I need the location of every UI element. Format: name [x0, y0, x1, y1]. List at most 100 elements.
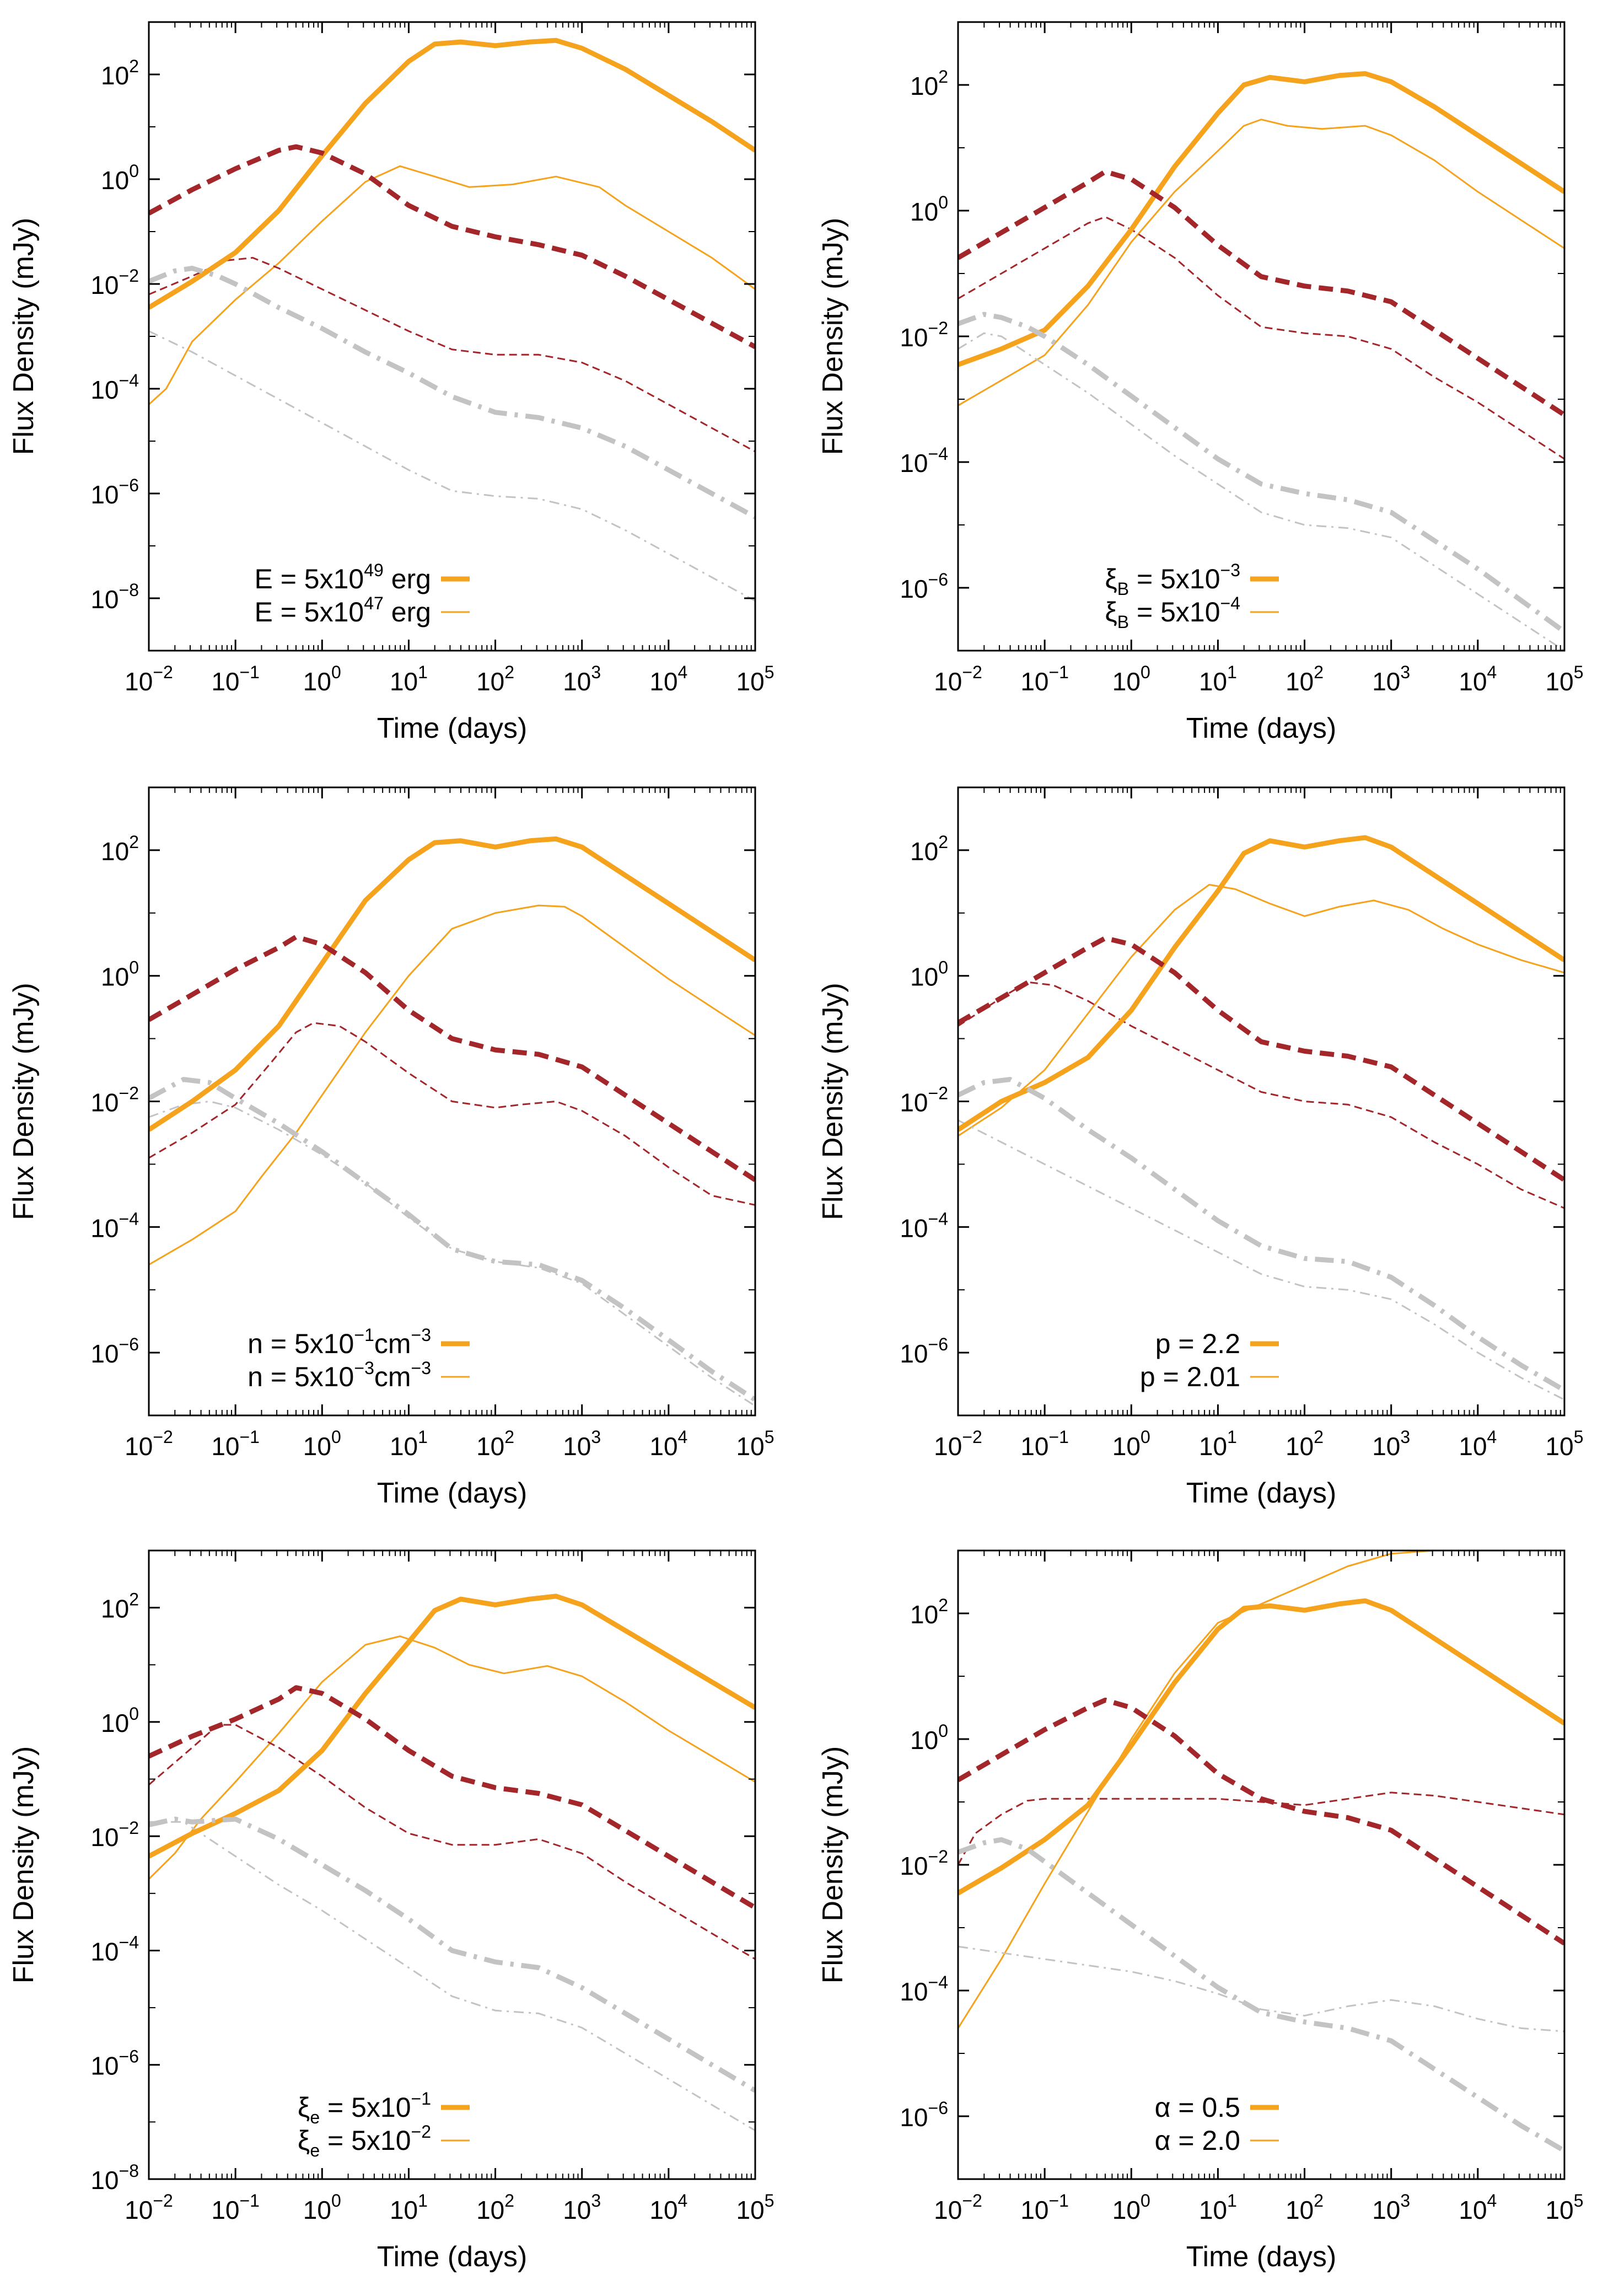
y-tick-label: 102 [101, 832, 139, 866]
x-tick-label: 10−1 [211, 2191, 260, 2224]
x-tick-label: 10−2 [934, 662, 982, 696]
y-tick-label: 10−4 [90, 371, 139, 404]
plot-frame [957, 21, 1566, 652]
series-line-darkred-thin [958, 1791, 1564, 1865]
x-tick-label: 104 [649, 1427, 687, 1461]
legend-label: ξe = 5x10−2 [298, 2122, 431, 2160]
series-line-orange-thin [958, 884, 1564, 1137]
x-tick-label: 100 [303, 2191, 341, 2224]
y-tick-label: 100 [910, 958, 948, 991]
series-group [149, 836, 755, 1407]
x-axis-title: Time (days) [1186, 712, 1337, 744]
x-axis-title: Time (days) [377, 712, 528, 744]
legend-label: E = 5x1047 erg [254, 593, 431, 627]
x-tick-label: 105 [736, 2191, 774, 2224]
x-tick-label: 104 [1459, 662, 1497, 696]
series-group [958, 71, 1564, 651]
y-tick-label: 102 [910, 832, 948, 866]
x-tick-label: 103 [563, 662, 601, 696]
series-line-orange-thick [149, 1594, 755, 1859]
y-axis-title: Flux Density (mJy) [8, 983, 40, 1220]
series-line-gray-thick [958, 312, 1564, 634]
x-tick-label: 103 [1372, 2191, 1410, 2224]
series-line-darkred-thin [149, 1022, 755, 1206]
x-tick-label: 100 [1112, 2191, 1150, 2224]
x-axis-title: Time (days) [1186, 2241, 1337, 2273]
series-line-gray-thick [149, 1077, 755, 1402]
series-line-gray-thick [149, 1816, 755, 2093]
chart-panel-p: 10−2 10−1 100 101 102 103 104 105 102 100 10−2 10−4… [817, 786, 1583, 1509]
x-axis-title: Time (days) [377, 2241, 528, 2273]
legend-label: ξB = 5x10−4 [1105, 593, 1240, 632]
y-tick-label: 10−2 [90, 1818, 139, 1852]
y-tick-label: 102 [910, 67, 948, 100]
series-line-darkred-thin [149, 1724, 755, 1960]
legend-label: α = 0.5 [1155, 2092, 1240, 2123]
x-tick-label: 104 [1459, 2191, 1497, 2224]
series-group [149, 37, 755, 602]
x-tick-label: 105 [736, 1427, 774, 1461]
x-tick-label: 10−1 [1020, 1427, 1069, 1461]
x-tick-label: 101 [1199, 662, 1237, 696]
y-axis-title: Flux Density (mJy) [8, 218, 40, 455]
y-tick-label: 102 [910, 1595, 948, 1629]
x-tick-label: 10−2 [934, 2191, 982, 2224]
legend-label: ξB = 5x10−3 [1105, 560, 1240, 599]
series-line-darkred-thick [958, 1697, 1564, 1946]
series-line-darkred-thick [149, 934, 755, 1182]
y-tick-label: 10−2 [900, 1083, 948, 1117]
series-line-darkred-thin [149, 257, 755, 453]
x-tick-label: 105 [1546, 2191, 1584, 2224]
y-tick-label: 100 [101, 1704, 139, 1737]
y-tick-label: 10−8 [90, 580, 139, 614]
chart-panel-alpha: 10−2 10−1 100 101 102 103 104 105 102 100 10−2 10−4… [817, 1549, 1584, 2273]
series-line-darkred-thick [958, 169, 1564, 417]
legend: n = 5x10−1cm−3n = 5x10−3cm−3 [248, 1325, 470, 1392]
series-line-darkred-thin [958, 216, 1564, 460]
x-tick-label: 104 [649, 2191, 687, 2224]
y-tick-label: 10−6 [90, 2047, 139, 2080]
y-tick-label: 10−2 [900, 318, 948, 352]
legend-label: p = 2.01 [1140, 1361, 1240, 1392]
y-tick-label: 100 [910, 1721, 948, 1755]
plot-frame [148, 21, 756, 652]
x-tick-label: 10−2 [125, 1427, 173, 1461]
x-tick-label: 102 [1285, 2191, 1324, 2224]
y-tick-label: 10−4 [90, 1932, 139, 1966]
chart-panel-xiB: 10−2 10−1 100 101 102 103 104 105 102 100 10−2 10−4… [817, 21, 1583, 744]
y-tick-label: 10−2 [90, 266, 139, 299]
y-axis-title: Flux Density (mJy) [817, 983, 849, 1220]
series-line-orange-thin [149, 165, 755, 405]
x-tick-label: 105 [736, 662, 774, 696]
y-tick-label: 10−2 [90, 1083, 139, 1117]
series-line-orange-thick [958, 71, 1564, 367]
x-tick-label: 101 [390, 1427, 428, 1461]
series-line-orange-thin [149, 904, 755, 1265]
y-tick-label: 10−2 [900, 1847, 948, 1880]
legend-label: α = 2.0 [1155, 2125, 1240, 2156]
series-line-gray-thick [958, 1837, 1564, 2153]
x-tick-label: 104 [649, 662, 687, 696]
y-tick-label: 10−6 [900, 1334, 948, 1368]
y-tick-label: 10−4 [900, 1209, 948, 1242]
series-group [958, 835, 1564, 1401]
plot-frame [957, 786, 1566, 1417]
x-tick-label: 10−2 [125, 662, 173, 696]
x-tick-label: 102 [1285, 1427, 1324, 1461]
x-tick-label: 10−2 [934, 1427, 982, 1461]
legend-label: n = 5x10−1cm−3 [248, 1325, 431, 1359]
series-line-gray-thin [958, 1119, 1564, 1401]
x-tick-label: 102 [1285, 662, 1324, 696]
y-tick-label: 102 [101, 1590, 139, 1623]
y-tick-label: 10−4 [90, 1209, 139, 1242]
legend: p = 2.2p = 2.01 [1140, 1328, 1279, 1392]
series-line-darkred-thick [149, 144, 755, 349]
series-line-gray-thin [149, 1821, 755, 2132]
series-line-orange-thick [149, 37, 755, 310]
series-line-darkred-thick [149, 1685, 755, 1910]
x-tick-label: 101 [390, 2191, 428, 2224]
chart-panel-xie: 10−2 10−1 100 101 102 103 104 105 102 100 10−2 10−4… [8, 1549, 774, 2273]
y-tick-label: 100 [101, 958, 139, 991]
x-tick-label: 101 [1199, 1427, 1237, 1461]
